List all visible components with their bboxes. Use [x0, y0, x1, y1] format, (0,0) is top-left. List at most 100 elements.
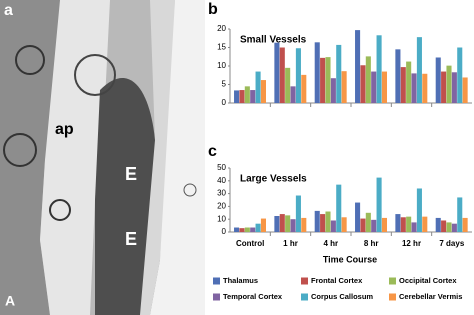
bar — [376, 35, 382, 103]
bar — [446, 222, 452, 232]
bar — [255, 223, 261, 232]
chart-title: Large Vessels — [240, 174, 307, 185]
bar — [360, 65, 366, 103]
legend-label: Occipital Cortex — [399, 276, 457, 285]
bar — [355, 30, 361, 103]
bar — [411, 222, 417, 232]
legend-label: Thalamus — [223, 276, 258, 285]
bar — [441, 71, 447, 103]
bar — [250, 90, 256, 103]
bar — [290, 86, 296, 103]
y-tick-label: 10 — [217, 214, 226, 223]
y-tick-label: 50 — [217, 163, 226, 172]
legend-swatch — [301, 277, 308, 285]
micrograph-label: E — [125, 164, 137, 184]
x-tick-label: 4 hr — [323, 239, 338, 248]
bar — [279, 214, 285, 232]
bar — [274, 216, 280, 232]
y-tick-label: 0 — [222, 227, 227, 236]
y-tick-label: 20 — [217, 202, 226, 211]
bar — [400, 67, 406, 103]
bar — [441, 220, 447, 232]
chart-title: Small Vessels — [240, 35, 307, 46]
bar — [279, 47, 285, 103]
bar — [244, 227, 250, 232]
bar — [411, 73, 417, 103]
y-tick-label: 20 — [217, 24, 226, 33]
bar — [234, 227, 240, 232]
bar — [462, 217, 468, 232]
bar — [330, 220, 336, 232]
bar — [365, 56, 371, 103]
panel-label: c — [208, 143, 217, 160]
bar — [330, 78, 336, 103]
bar — [406, 61, 412, 103]
bar — [381, 71, 387, 103]
bar — [239, 90, 245, 103]
micrograph-label: E — [125, 229, 137, 249]
x-tick-label: 12 hr — [402, 239, 421, 248]
bar — [260, 218, 266, 232]
bar — [290, 219, 296, 232]
panel-label: a — [4, 2, 13, 19]
bar — [435, 57, 441, 103]
bar — [360, 218, 366, 232]
legend-label: Corpus Callosum — [311, 292, 373, 301]
bar — [320, 214, 326, 232]
bar — [446, 65, 452, 103]
legend-label: Cerebellar Vermis — [399, 292, 462, 301]
bar — [285, 215, 291, 232]
bar — [301, 217, 307, 232]
legend-swatch — [389, 277, 396, 285]
bar — [376, 177, 382, 232]
legend-swatch — [301, 293, 308, 301]
bar — [320, 57, 326, 103]
bar — [422, 73, 428, 103]
bar — [336, 184, 342, 232]
bar — [365, 212, 371, 232]
y-tick-label: 30 — [217, 189, 226, 198]
legend-label: Temporal Cortex — [223, 292, 283, 301]
y-tick-label: 15 — [217, 43, 226, 52]
bar — [462, 77, 468, 103]
bar — [244, 86, 250, 103]
bar — [451, 72, 457, 103]
panel-label: b — [208, 1, 218, 18]
y-tick-label: 0 — [222, 98, 227, 107]
bar — [457, 197, 463, 232]
bar — [239, 228, 245, 232]
bar — [336, 44, 342, 103]
bar — [381, 217, 387, 232]
bar — [395, 49, 401, 103]
bar — [325, 211, 331, 232]
bar — [395, 214, 401, 232]
bar — [371, 219, 377, 232]
y-tick-label: 5 — [222, 80, 227, 89]
legend-swatch — [213, 293, 220, 301]
bar — [341, 71, 347, 103]
bar — [416, 37, 422, 103]
bar — [422, 216, 428, 232]
micrograph-label: ap — [55, 121, 74, 138]
bar — [285, 67, 291, 103]
bar — [260, 80, 266, 103]
bar — [295, 195, 301, 232]
micrograph-label: A — [5, 293, 15, 309]
bar — [314, 210, 320, 232]
legend-label: Frontal Cortex — [311, 276, 363, 285]
bar — [371, 71, 377, 103]
bar — [234, 90, 240, 103]
bar — [400, 217, 406, 232]
bar — [457, 47, 463, 103]
y-tick-label: 10 — [217, 61, 226, 70]
micrograph: a ap E E A — [0, 0, 205, 315]
bar — [355, 202, 361, 232]
bar — [255, 71, 261, 103]
bar — [274, 42, 280, 103]
x-axis-title: Time Course — [323, 254, 377, 264]
y-tick-label: 40 — [217, 176, 226, 185]
bar — [406, 216, 412, 232]
x-tick-label: Control — [236, 239, 264, 248]
bar — [301, 74, 307, 103]
x-tick-label: 8 hr — [364, 239, 379, 248]
